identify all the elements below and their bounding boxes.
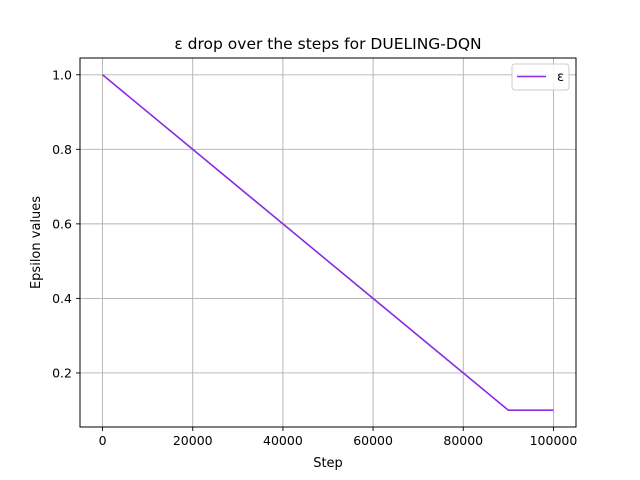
x-tick-label: 40000 xyxy=(263,433,303,448)
x-tick-label: 20000 xyxy=(173,433,213,448)
y-tick-label: 0.8 xyxy=(52,142,72,157)
x-axis-label: Step xyxy=(313,456,343,471)
series-layer xyxy=(102,74,554,412)
y-tick-label: 0.4 xyxy=(52,291,72,306)
x-tick-label: 100000 xyxy=(530,433,578,448)
x-tick-label: 60000 xyxy=(353,433,393,448)
y-axis-label: Epsilon values xyxy=(29,196,44,289)
legend: ε xyxy=(511,63,570,91)
grid-lines xyxy=(80,58,576,427)
legend-label-epsilon: ε xyxy=(557,70,564,85)
y-tick-label: 1.0 xyxy=(52,67,72,82)
x-tick-label: 80000 xyxy=(443,433,483,448)
y-tick-label: 0.2 xyxy=(52,365,72,380)
axis-ticks: 0 20000 40000 60000 80000 100000 0.2 0.4 0.6 0.8 1… xyxy=(52,67,577,448)
plot-area-frame xyxy=(79,57,577,428)
series-line-epsilon xyxy=(102,74,554,412)
y-tick-label: 0.6 xyxy=(52,216,72,231)
chart-title: ε drop over the steps for DUELING-DQN xyxy=(174,35,481,53)
x-tick-label: 0 xyxy=(99,433,107,448)
